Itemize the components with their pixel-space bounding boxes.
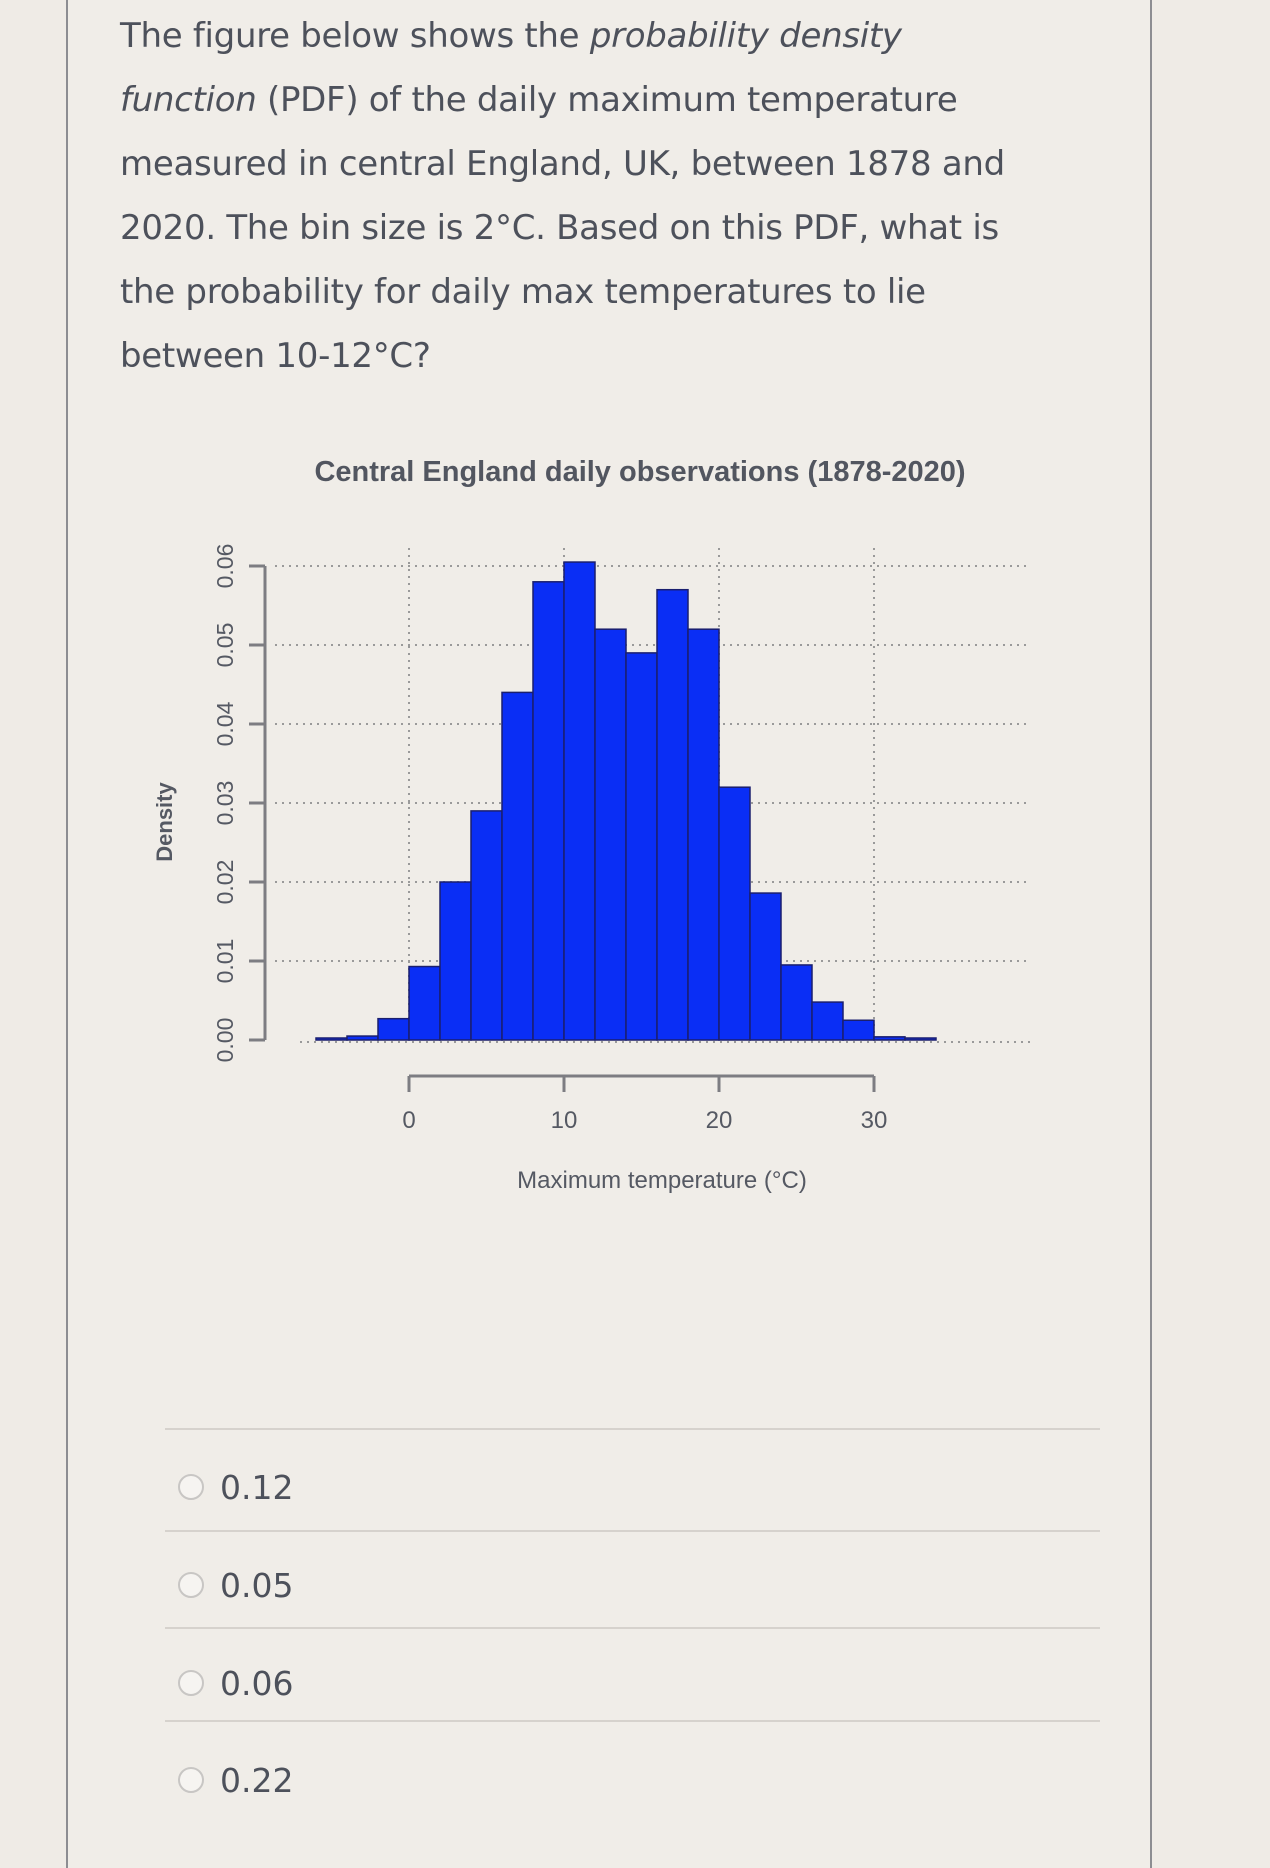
question-line: measured in central England, UK, between… xyxy=(120,132,1100,196)
radio-button-icon[interactable] xyxy=(178,1670,204,1696)
histogram-bar xyxy=(749,892,782,1041)
histogram-bar xyxy=(780,964,813,1041)
y-tick-label: 0.03 xyxy=(212,781,238,826)
question-fragment: the probability for daily max temperatur… xyxy=(120,272,926,312)
y-tick-label: 0.04 xyxy=(212,701,238,746)
question-line: the probability for daily max temperatur… xyxy=(120,260,1100,324)
question-emphasis: function xyxy=(120,80,257,120)
panel-right-border xyxy=(1150,0,1152,1868)
x-tick-label: 10 xyxy=(551,1107,578,1134)
question-line: 2020. The bin size is 2°C. Based on this… xyxy=(120,196,1100,260)
panel-left-border xyxy=(66,0,68,1868)
x-tick-label: 30 xyxy=(861,1107,888,1134)
option-divider xyxy=(165,1428,1100,1430)
histogram-bar xyxy=(904,1037,937,1041)
option-label: 0.06 xyxy=(220,1663,294,1703)
histogram-bar xyxy=(563,561,596,1041)
histogram-bar xyxy=(873,1036,906,1041)
histogram-bar xyxy=(501,691,534,1041)
histogram-bar xyxy=(470,810,503,1041)
y-axis-label: Density xyxy=(152,782,177,862)
question-line: between 10-12°C? xyxy=(120,324,1100,388)
question-text: The figure below shows the probability d… xyxy=(120,4,1100,388)
histogram-bar xyxy=(842,1019,875,1041)
option-0-22[interactable]: 0.22 xyxy=(178,1755,293,1805)
question-line: The figure below shows the probability d… xyxy=(120,4,1100,68)
question-fragment: (PDF) of the daily maximum temperature xyxy=(256,80,958,120)
histogram-bar xyxy=(439,881,472,1041)
y-tick-label: 0.02 xyxy=(212,860,238,905)
y-tick-label: 0.01 xyxy=(212,939,238,984)
histogram-bar xyxy=(408,965,441,1041)
radio-button-icon[interactable] xyxy=(178,1572,204,1598)
question-line: function (PDF) of the daily maximum temp… xyxy=(120,68,1100,132)
histogram-bar xyxy=(718,786,751,1041)
option-label: 0.05 xyxy=(220,1565,294,1605)
histogram-bar xyxy=(811,1001,844,1041)
option-0-06[interactable]: 0.06 xyxy=(178,1658,293,1708)
histogram-bar xyxy=(687,628,720,1041)
question-emphasis: probability density xyxy=(589,16,902,56)
option-divider xyxy=(165,1530,1100,1532)
question-fragment: measured in central England, UK, between… xyxy=(120,144,1005,184)
option-divider xyxy=(165,1720,1100,1722)
histogram-bar xyxy=(625,652,658,1041)
x-axis-label: Maximum temperature (°C) xyxy=(517,1167,807,1194)
y-tick-label: 0.05 xyxy=(212,623,238,668)
option-divider xyxy=(165,1627,1100,1629)
radio-button-icon[interactable] xyxy=(178,1474,204,1500)
histogram-bar xyxy=(532,581,565,1041)
histogram-bar xyxy=(656,588,689,1041)
x-tick-label: 0 xyxy=(402,1107,415,1134)
radio-button-icon[interactable] xyxy=(178,1767,204,1793)
y-axis: 0.00 0.01 0.02 0.03 0.04 0.05 0.06 xyxy=(212,544,267,1063)
histogram-bar xyxy=(594,628,627,1041)
y-tick-label: 0.06 xyxy=(212,544,238,589)
chart-title: Central England daily observations (1878… xyxy=(314,456,966,488)
option-label: 0.22 xyxy=(220,1760,294,1800)
histogram-bars xyxy=(315,561,937,1041)
histogram-bar xyxy=(346,1035,379,1041)
question-fragment: 2020. The bin size is 2°C. Based on this… xyxy=(120,208,999,248)
option-label: 0.12 xyxy=(220,1467,294,1507)
question-fragment: between 10-12°C? xyxy=(120,336,431,376)
y-tick-label: 0.00 xyxy=(212,1018,238,1063)
option-0-12[interactable]: 0.12 xyxy=(178,1462,293,1512)
x-tick-label: 20 xyxy=(706,1107,733,1134)
histogram-bar xyxy=(315,1037,348,1041)
x-axis: 0 10 20 30 xyxy=(402,1074,888,1134)
histogram-bar xyxy=(377,1017,410,1041)
question-fragment: The figure below shows the xyxy=(120,16,590,56)
option-0-05[interactable]: 0.05 xyxy=(178,1560,293,1610)
